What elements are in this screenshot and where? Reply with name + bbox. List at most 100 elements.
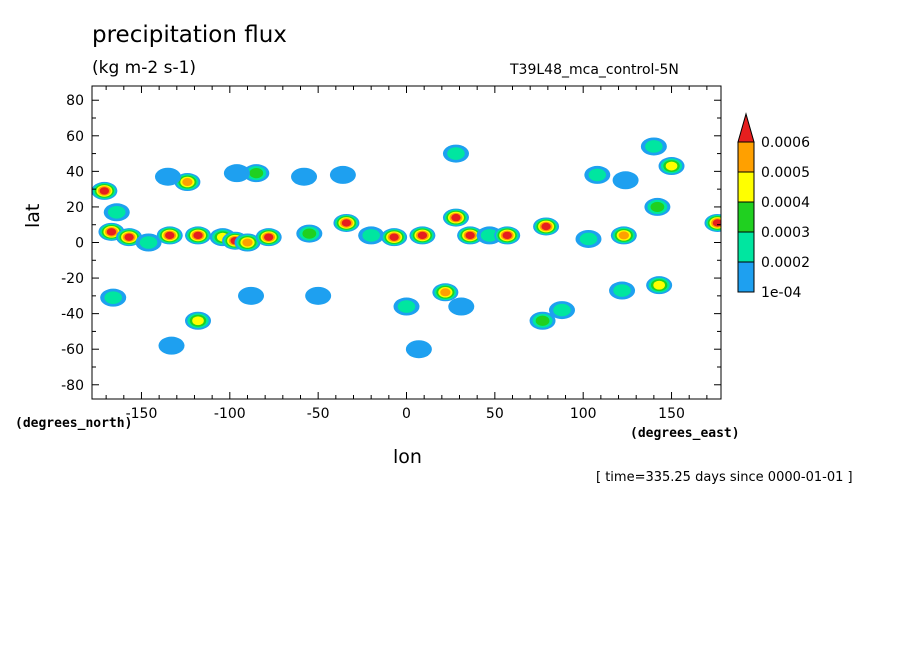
contour-level-6 — [99, 187, 110, 195]
contour-level-2 — [579, 232, 598, 246]
units-label: (kg m-2 s-1) — [92, 58, 197, 78]
precip-cell — [405, 340, 432, 359]
colorbar-label: 0.0005 — [761, 165, 810, 181]
precip-cell — [185, 226, 212, 245]
precip-cell — [296, 224, 323, 243]
contour-level-2 — [480, 229, 499, 242]
contour-level-2 — [104, 291, 122, 304]
precip-cell — [609, 281, 636, 300]
precip-cell — [381, 228, 408, 247]
y-tick-label: 80 — [66, 93, 84, 109]
x-tick-label: 0 — [402, 406, 411, 422]
contour-level-1 — [305, 286, 332, 305]
contour-level-5 — [618, 231, 629, 240]
axis-ticks: -150 -100 -50 0 50 100 150 -80 -60 -40 -20 0 20 40 60 8… — [61, 86, 721, 422]
contour-level-3 — [249, 168, 264, 179]
colorbar-label: 1e-04 — [761, 285, 801, 301]
colorbar-segment — [737, 231, 755, 263]
contour-level-6 — [193, 231, 203, 240]
y-tick-label: 0 — [75, 236, 84, 252]
chart-title: precipitation flux — [92, 22, 287, 48]
x-units-note: (degrees_north) — [15, 416, 133, 431]
precip-cell — [612, 171, 639, 190]
colorbar: 1e-04 0.0002 0.0003 0.0004 0.0005 0.0006 — [737, 112, 810, 301]
contour-level-2 — [139, 236, 158, 249]
precip-cell — [494, 226, 521, 245]
precip-cell — [442, 144, 469, 163]
precip-cell — [575, 229, 602, 248]
precip-cell — [291, 167, 318, 186]
colorbar-segment — [737, 171, 755, 203]
contour-level-1 — [612, 171, 639, 190]
contour-level-1 — [448, 297, 475, 316]
contour-level-6 — [417, 231, 428, 240]
colorbar-extend-triangle — [737, 112, 755, 143]
precip-cell — [223, 164, 250, 183]
precip-cell — [156, 226, 183, 245]
colorbar-label: 0.0006 — [761, 135, 810, 151]
precip-cell — [103, 203, 130, 222]
colorbar-segment — [737, 141, 755, 173]
precip-cell — [548, 301, 575, 320]
y-tick-label: 20 — [66, 200, 84, 216]
time-stamp: [ time=335.25 days since 0000-01-01 ] — [596, 470, 853, 485]
precip-cell — [333, 213, 360, 232]
precip-cell — [329, 165, 356, 184]
contour-level-2 — [553, 303, 571, 317]
x-tick-label: -100 — [214, 406, 246, 422]
run-name: T39L48_mca_control-5N — [510, 62, 679, 78]
precip-cell — [305, 286, 332, 305]
precip-cell — [393, 297, 420, 316]
contour-level-4 — [665, 161, 678, 171]
colorbar-segment — [737, 261, 755, 293]
precip-cell — [529, 311, 556, 330]
contour-level-2 — [447, 147, 465, 160]
contour-level-6 — [502, 231, 512, 240]
contour-level-6 — [465, 231, 475, 240]
precip-cell — [185, 311, 212, 330]
precip-cell — [409, 226, 436, 245]
colorbar-segment — [737, 201, 755, 233]
contour-level-5 — [242, 238, 253, 247]
precip-cell — [432, 283, 459, 302]
precip-cell — [154, 167, 181, 186]
precip-cell — [116, 228, 143, 247]
precip-cell — [658, 157, 685, 176]
precip-cell — [640, 137, 667, 156]
contour-level-2 — [588, 168, 607, 182]
x-tick-label: 150 — [658, 406, 685, 422]
contour-level-1 — [158, 336, 185, 355]
precip-cell — [135, 233, 162, 252]
precip-cell — [448, 297, 475, 316]
x-tick-label: 50 — [486, 406, 504, 422]
precip-cell — [358, 226, 385, 245]
precip-cell — [610, 226, 637, 245]
y-tick-label: 60 — [66, 129, 84, 145]
contour-field — [92, 137, 721, 359]
contour-level-2 — [645, 140, 663, 153]
precip-cell — [243, 164, 270, 183]
colorbar-label: 0.0002 — [761, 255, 810, 271]
precip-cell — [584, 165, 611, 184]
colorbar-label: 0.0004 — [761, 195, 810, 211]
precip-cell — [704, 213, 721, 232]
precip-cell — [644, 197, 671, 216]
contour-level-5 — [440, 288, 451, 297]
contour-level-3 — [302, 228, 317, 239]
contour-level-6 — [451, 213, 461, 222]
contour-level-6 — [341, 219, 352, 227]
contour-level-1 — [154, 167, 181, 186]
x-tick-label: -150 — [126, 406, 158, 422]
x-axis-label: lon — [393, 446, 422, 468]
precip-cell — [255, 228, 282, 247]
precip-cell — [158, 336, 185, 355]
y-tick-label: -20 — [61, 271, 84, 287]
contour-level-1 — [291, 167, 318, 186]
contour-level-3 — [650, 201, 665, 213]
y-tick-label: -40 — [61, 307, 84, 323]
precip-cell — [100, 288, 127, 307]
contour-level-5 — [182, 178, 193, 187]
precip-cell — [442, 208, 469, 227]
contour-level-6 — [541, 222, 551, 231]
